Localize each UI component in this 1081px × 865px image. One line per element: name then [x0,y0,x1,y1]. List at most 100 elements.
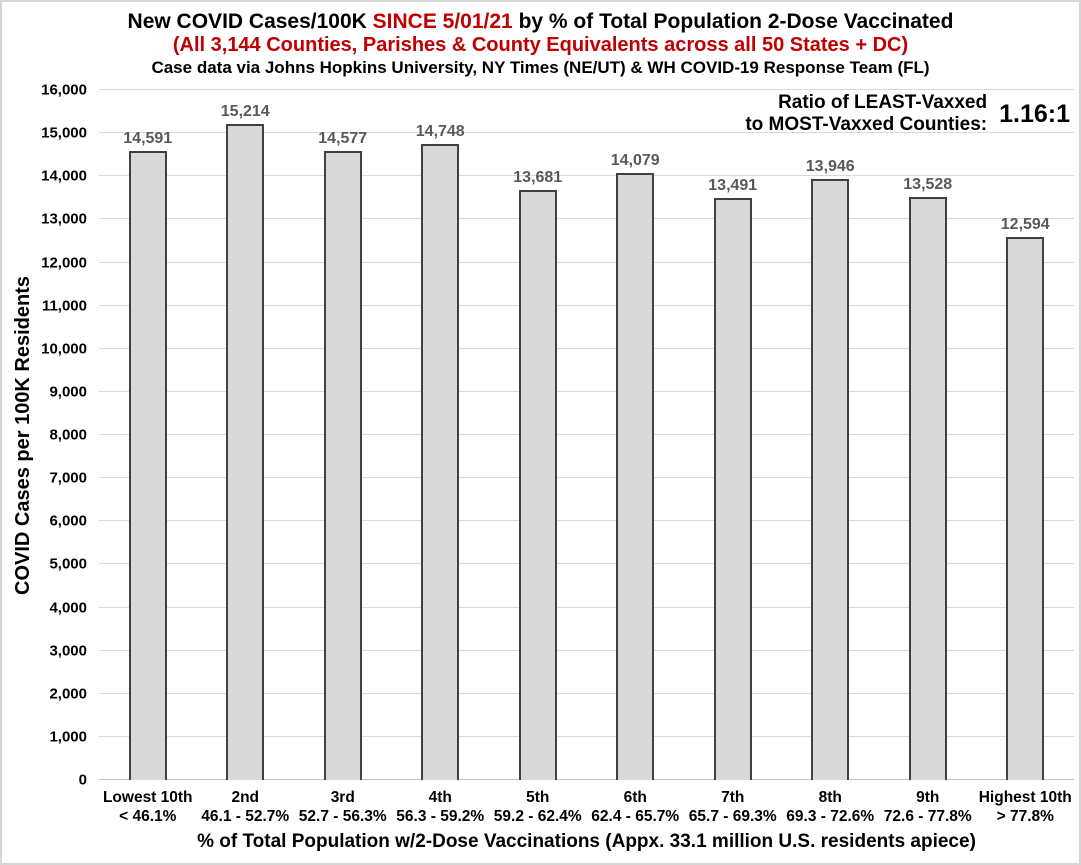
ratio-label-line2: to MOST-Vaxxed Counties: [745,114,988,135]
x-axis-labels: Lowest 10th < 46.1% 2nd 46.1 - 52.7% 3rd 52.7… [99,788,1074,826]
x-category-range: 62.4 - 65.7% [591,808,680,825]
y-axis-tick-label: 10,000 [41,340,87,358]
bar: 13,681 [513,169,562,780]
x-category-tier: 8th [818,789,842,806]
x-category-label: 9th 72.6 - 77.8% [879,788,977,826]
bar-value-label: 14,748 [415,123,465,140]
x-category-range: > 77.8% [996,808,1054,825]
x-category-tier: Lowest 10th [102,789,193,806]
x-category-tier: 5th [526,789,550,806]
x-axis-baseline [99,779,1074,780]
x-category-tier: 6th [623,789,647,806]
x-category-label: 7th 65.7 - 69.3% [684,788,782,826]
x-category-tier: 2nd [231,789,260,806]
gridline [99,347,1074,349]
bar: 14,591 [123,130,172,780]
y-axis-tick-label: 8,000 [49,426,87,444]
gridline [99,692,1074,694]
y-axis-tick-label: 2,000 [49,685,87,703]
title-highlight: SINCE 5/01/21 [372,10,513,33]
x-category-tier: 3rd [330,789,355,806]
y-axis-tick-label: 16,000 [41,81,87,99]
bar-column: 14,079 [587,90,685,780]
gridline [99,390,1074,392]
bar-value-label: 13,491 [708,177,758,195]
chart-source-line: Case data via Johns Hopkins University, … [151,58,930,77]
x-axis-title: % of Total Population w/2-Dose Vaccinati… [197,831,976,852]
bar-column: 13,528 [879,90,977,780]
bar: 15,214 [221,103,270,780]
y-axis-labels: 0 1,000 2,000 3,000 4,000 5,000 6,000 7,000 8,00… [2,82,90,789]
y-axis-tick-label: 5,000 [49,555,87,573]
gridline [99,434,1074,435]
title-prefix: New COVID Cases/100K [127,10,373,33]
x-category-range: 46.1 - 52.7% [201,808,290,825]
ratio-annotation-label: Ratio of LEAST-Vaxxed to MOST-Vaxxed Cou… [745,92,987,136]
y-axis-tick-label: 13,000 [41,210,87,228]
x-category-label: 3rd 52.7 - 56.3% [294,788,392,826]
x-category-label: Lowest 10th < 46.1% [99,788,197,826]
bar-value-label: 14,079 [610,151,660,169]
chart-header: New COVID Cases/100K SINCE 5/01/21 by % … [2,10,1079,78]
y-axis-tick-label: 0 [78,771,87,789]
y-axis-tick-label: 1,000 [49,728,87,746]
x-category-tier: Highest 10th [978,789,1072,806]
x-category-range: 59.2 - 62.4% [493,808,582,825]
bar-column: 13,491 [684,90,782,780]
bar-value-label: 13,528 [903,175,953,193]
y-axis-tick-label: 15,000 [41,124,87,142]
y-axis-tick-label: 12,000 [41,254,87,271]
gridline [99,89,1074,90]
title-suffix: by % of Total Population 2-Dose Vaccinat… [512,10,954,33]
chart-subtitle: (All 3,144 Counties, Parishes & County E… [172,34,909,56]
bar-value-label: 13,681 [513,169,563,187]
ratio-annotation-value: 1.16:1 [999,99,1070,128]
x-category-range: 52.7 - 56.3% [298,808,387,825]
bar: 12,594 [1001,216,1050,780]
gridline [99,477,1074,479]
bar: 13,528 [903,176,952,780]
x-category-tier: 4th [428,789,452,806]
x-category-range: 65.7 - 69.3% [688,808,777,825]
gridline [99,175,1074,177]
bar: 14,079 [611,152,660,780]
bar: 13,946 [806,158,855,780]
bar-value-label: 12,594 [1000,215,1050,233]
bars-layer: 14,591 15,214 14,577 14,748 13,681 14,079 13,4… [99,90,1074,780]
bar-column: 14,577 [294,90,392,780]
bar: 13,491 [708,177,757,780]
y-axis-tick-label: 7,000 [49,469,87,487]
gridlines-layer [99,89,1074,780]
y-axis-tick-label: 9,000 [49,383,87,401]
x-category-label: 2nd 46.1 - 52.7% [197,788,295,826]
x-category-range: 69.3 - 72.6% [786,808,875,825]
y-axis-tick-label: 11,000 [41,297,87,315]
bar-value-label: 14,577 [318,130,368,148]
bar-column: 14,591 [99,90,197,780]
y-axis-tick-label: 6,000 [49,512,87,530]
x-category-label: 4th 56.3 - 59.2% [392,788,490,826]
gridline [99,218,1074,220]
bar: 14,748 [416,123,465,780]
bar-column: 12,594 [977,90,1075,780]
x-category-tier: 7th [721,789,745,806]
y-axis-tick-label: 14,000 [41,167,87,185]
y-axis-tick-label: 4,000 [49,599,87,616]
plot-area: 14,591 15,214 14,577 14,748 13,681 14,079 13,4… [99,89,1074,780]
x-category-label: 6th 62.4 - 65.7% [587,788,685,826]
bar-value-label: 14,591 [123,129,173,147]
chart-title: New COVID Cases/100K SINCE 5/01/21 by % … [2,10,1079,34]
gridline [99,735,1074,737]
gridline [99,563,1074,565]
x-category-range: < 46.1% [119,808,177,825]
x-category-label: 8th 69.3 - 72.6% [782,788,880,826]
bar: 14,577 [318,130,367,780]
gridline [99,606,1074,608]
bar-column: 14,748 [392,90,490,780]
y-axis-tick-label: 3,000 [49,642,87,660]
gridline [99,261,1074,263]
x-category-range: 56.3 - 59.2% [396,808,485,825]
gridline [99,132,1074,134]
gridline [99,304,1074,306]
